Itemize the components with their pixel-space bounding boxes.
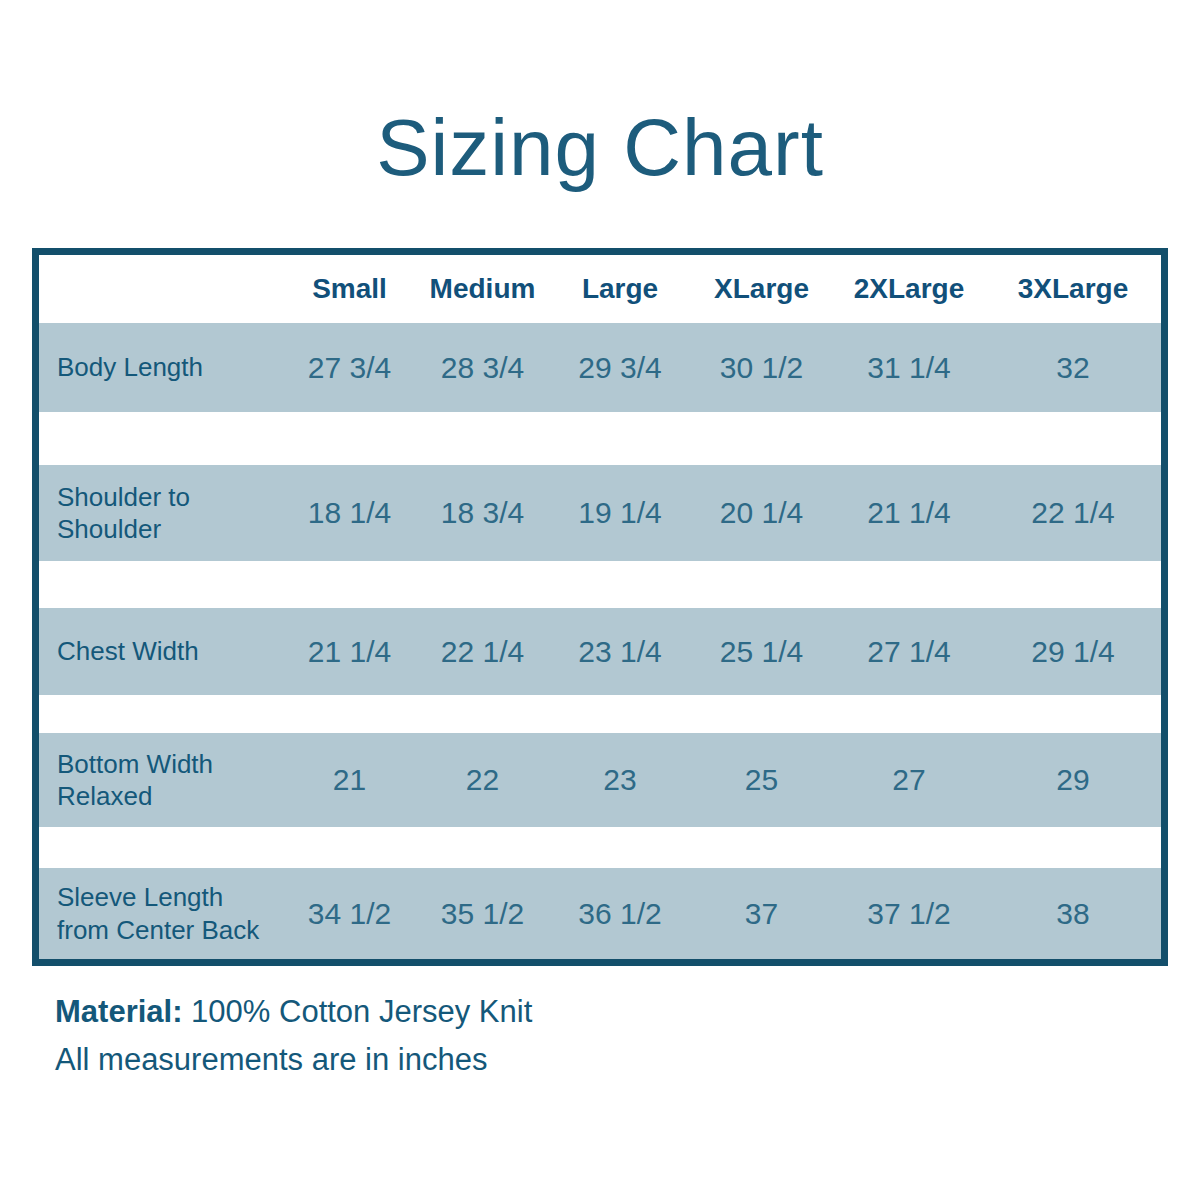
- column-header-medium: Medium: [415, 255, 550, 323]
- size-value: 21 1/4: [833, 465, 985, 561]
- row-label: Body Length: [39, 323, 284, 412]
- table-header-row: Small Medium Large XLarge 2XLarge 3XLarg…: [39, 255, 1161, 323]
- size-value: 28 3/4: [415, 323, 550, 412]
- row-label: Bottom Width Relaxed: [39, 733, 284, 827]
- size-value: 29: [985, 733, 1161, 827]
- table-row-sleeve-length: Sleeve Length from Center Back 34 1/2 35…: [39, 868, 1161, 959]
- size-value: 35 1/2: [415, 868, 550, 959]
- size-value: 32: [985, 323, 1161, 412]
- size-value: 37: [690, 868, 833, 959]
- page-title: Sizing Chart: [0, 0, 1200, 194]
- size-value: 36 1/2: [550, 868, 690, 959]
- row-separator: [39, 827, 1161, 868]
- size-value: 21: [284, 733, 415, 827]
- size-value: 18 1/4: [284, 465, 415, 561]
- row-separator: [39, 412, 1161, 465]
- sizing-chart-page: Sizing Chart Small Medium Large XLarge 2…: [0, 0, 1200, 1200]
- footer-notes: Material: 100% Cotton Jersey Knit All me…: [55, 988, 532, 1084]
- material-value: 100% Cotton Jersey Knit: [191, 994, 532, 1029]
- size-value: 22 1/4: [415, 608, 550, 695]
- material-note: Material: 100% Cotton Jersey Knit: [55, 988, 532, 1036]
- row-separator: [39, 561, 1161, 608]
- size-value: 22 1/4: [985, 465, 1161, 561]
- table-row-shoulder-to-shoulder: Shoulder to Shoulder 18 1/4 18 3/4 19 1/…: [39, 465, 1161, 561]
- size-value: 29 1/4: [985, 608, 1161, 695]
- sizing-table: Small Medium Large XLarge 2XLarge 3XLarg…: [32, 248, 1168, 966]
- column-header-3xlarge: 3XLarge: [985, 255, 1161, 323]
- column-header-large: Large: [550, 255, 690, 323]
- size-value: 25: [690, 733, 833, 827]
- table-row-chest-width: Chest Width 21 1/4 22 1/4 23 1/4 25 1/4 …: [39, 608, 1161, 695]
- size-value: 27 3/4: [284, 323, 415, 412]
- column-header-2xlarge: 2XLarge: [833, 255, 985, 323]
- column-header-xlarge: XLarge: [690, 255, 833, 323]
- row-label: Chest Width: [39, 608, 284, 695]
- size-value: 31 1/4: [833, 323, 985, 412]
- units-note: All measurements are in inches: [55, 1036, 532, 1084]
- size-value: 23 1/4: [550, 608, 690, 695]
- size-value: 21 1/4: [284, 608, 415, 695]
- size-value: 20 1/4: [690, 465, 833, 561]
- size-value: 27: [833, 733, 985, 827]
- size-value: 27 1/4: [833, 608, 985, 695]
- size-value: 37 1/2: [833, 868, 985, 959]
- size-value: 34 1/2: [284, 868, 415, 959]
- header-spacer: [39, 255, 284, 323]
- size-value: 25 1/4: [690, 608, 833, 695]
- row-separator: [39, 695, 1161, 733]
- size-value: 22: [415, 733, 550, 827]
- size-value: 30 1/2: [690, 323, 833, 412]
- row-label: Sleeve Length from Center Back: [39, 868, 284, 959]
- size-value: 29 3/4: [550, 323, 690, 412]
- size-value: 18 3/4: [415, 465, 550, 561]
- table-row-bottom-width-relaxed: Bottom Width Relaxed 21 22 23 25 27 29: [39, 733, 1161, 827]
- material-label: Material:: [55, 994, 182, 1029]
- row-label: Shoulder to Shoulder: [39, 465, 284, 561]
- column-header-small: Small: [284, 255, 415, 323]
- size-value: 19 1/4: [550, 465, 690, 561]
- size-value: 23: [550, 733, 690, 827]
- table-row-body-length: Body Length 27 3/4 28 3/4 29 3/4 30 1/2 …: [39, 323, 1161, 412]
- size-value: 38: [985, 868, 1161, 959]
